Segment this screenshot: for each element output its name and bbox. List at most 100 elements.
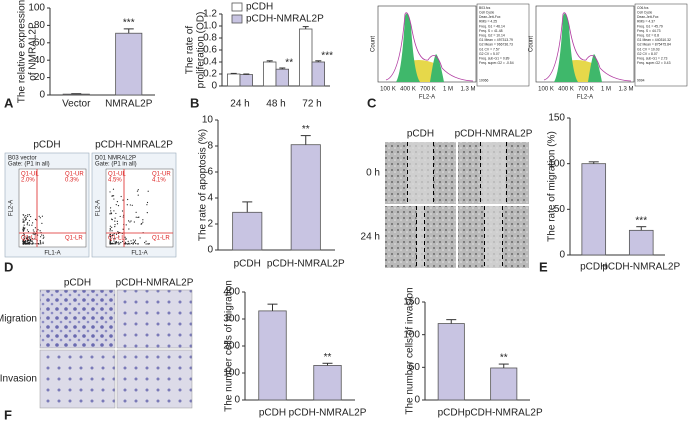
cell-dot xyxy=(40,242,42,244)
y-axis-label: The number cells of invasion xyxy=(405,287,416,414)
stats-line: G1 CV = 7.57 xyxy=(479,47,500,51)
cell-dot xyxy=(109,242,112,244)
cell-dot xyxy=(115,242,117,245)
significance: ** xyxy=(324,352,332,363)
stats-line: G2 CV = 8.07 xyxy=(637,52,658,56)
plot-gate: Gate: (P1 in all) xyxy=(8,162,50,168)
y-tick-label: 0.6 xyxy=(203,45,217,56)
column-label: pCDH xyxy=(64,278,91,289)
cell-dot xyxy=(132,242,134,244)
y-tick-label: 200 xyxy=(223,341,240,352)
cell-dot xyxy=(110,213,113,215)
transwell-image xyxy=(116,349,193,409)
cell-dot xyxy=(38,243,40,245)
cell-dot xyxy=(111,226,113,228)
cell-dot xyxy=(27,230,30,233)
stats-line: Freq. super-G2 = 0.43 xyxy=(637,61,671,65)
y-tick-label: 1.2 xyxy=(203,9,217,20)
cell-dot xyxy=(136,243,138,245)
bar xyxy=(437,323,465,401)
cell-dot xyxy=(115,233,118,235)
y-tick-label: 60 xyxy=(34,37,46,48)
cell-dot xyxy=(133,221,135,223)
bar xyxy=(262,61,277,87)
bar xyxy=(239,74,254,87)
y-tick-label: 150 xyxy=(548,113,565,124)
x-tick-label: 24 h xyxy=(230,99,249,110)
stats-line: Freq. G2 = 6.8 xyxy=(637,33,659,37)
y-tick-label: 50 xyxy=(554,204,566,215)
cell-dot xyxy=(145,240,147,242)
cell-dot xyxy=(132,239,134,241)
stats-line: Freq. S = 41.48 xyxy=(479,29,503,33)
bar xyxy=(226,73,241,87)
bar xyxy=(313,365,342,401)
stats-line: G1 Mean = 497313.79 xyxy=(479,38,513,42)
x-axis-label: FL2-A xyxy=(577,95,593,101)
cell-dot xyxy=(24,241,27,243)
cell-dot xyxy=(25,215,27,217)
cell-dot xyxy=(109,191,111,193)
legend-label: pCDH-NMRAL2P xyxy=(246,14,324,25)
x-axis-label: FL1-A xyxy=(131,251,147,257)
stats-box xyxy=(476,3,530,87)
histogram-g2 xyxy=(588,54,602,82)
cell-dot xyxy=(116,220,118,222)
x-tick-label: pCDH-NMRAL2P xyxy=(289,408,367,419)
cell-dot xyxy=(115,241,117,243)
stats-line: Freq. S = 44.73 xyxy=(637,29,661,33)
cell-dot xyxy=(43,236,45,238)
quadrant-label: Q1-UR xyxy=(152,172,171,178)
cell-dot xyxy=(127,240,129,242)
panel-letter: D xyxy=(4,259,13,274)
cell-dot xyxy=(113,210,115,212)
cell-dot xyxy=(29,236,31,238)
cell-dot xyxy=(24,243,26,245)
y-tick-label: 100 xyxy=(223,368,240,379)
cell-dot xyxy=(117,243,120,245)
bar xyxy=(258,310,287,401)
cell-dot xyxy=(125,237,127,240)
cell-dot xyxy=(26,240,28,242)
stats-line: G2 CV = 5.07 xyxy=(479,52,500,56)
y-tick-label: 0 xyxy=(207,245,213,256)
cell-dot xyxy=(41,215,44,217)
cell-dot xyxy=(25,218,27,221)
cell-dot xyxy=(25,240,27,242)
cell-dot xyxy=(146,201,149,204)
row-label: 24 h xyxy=(361,232,380,243)
cell-dot xyxy=(26,222,29,224)
cell-dot xyxy=(23,237,25,239)
y-tick-label: 0 xyxy=(414,395,420,406)
cell-dot xyxy=(42,234,44,236)
cell-dot xyxy=(135,216,137,218)
stats-line: B03.fcs xyxy=(479,6,491,10)
y-tick-label: 300 xyxy=(223,314,240,325)
cell-dot xyxy=(145,243,147,245)
x-tick-label: 400 K xyxy=(400,87,416,93)
cell-dot xyxy=(130,240,132,242)
bar xyxy=(581,163,607,256)
plot-gate: Gate: (P1 in all) xyxy=(95,162,137,168)
cell-dot xyxy=(137,189,139,191)
cell-dot xyxy=(109,236,111,238)
cell-dot xyxy=(137,243,139,245)
cell-dot xyxy=(122,216,124,218)
bar xyxy=(490,367,518,401)
histogram-g2 xyxy=(430,54,444,82)
cell-dot xyxy=(111,195,113,197)
cell-dot xyxy=(22,235,24,237)
y-tick-label: 400 xyxy=(223,287,240,298)
cell-dot xyxy=(114,226,116,228)
y-axis-label: The rate of apoptosis (%) xyxy=(198,129,209,241)
cell-dot xyxy=(118,241,120,243)
cell-dot xyxy=(109,207,112,209)
quadrant-label: Q1-UL xyxy=(108,172,126,178)
cell-dot xyxy=(125,224,127,226)
bar xyxy=(290,144,321,251)
stats-line: Freq. super-G2 = -0.54 xyxy=(479,61,514,65)
cell-dot xyxy=(41,234,43,236)
panel-letter: C xyxy=(367,95,377,110)
cell-dot xyxy=(22,243,24,245)
y-axis-label: Count xyxy=(529,36,535,52)
